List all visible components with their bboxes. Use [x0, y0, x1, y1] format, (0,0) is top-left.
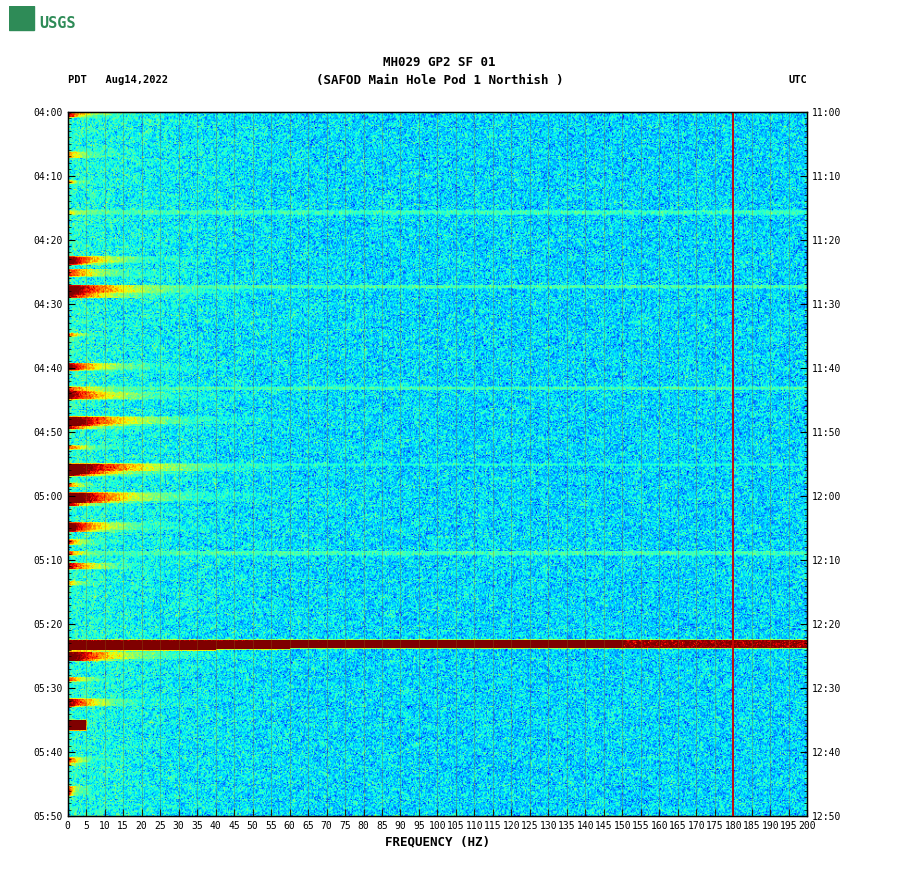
X-axis label: FREQUENCY (HZ): FREQUENCY (HZ) [385, 835, 490, 848]
Text: MH029 GP2 SF 01: MH029 GP2 SF 01 [383, 56, 495, 69]
Text: USGS: USGS [40, 16, 76, 30]
Text: (SAFOD Main Hole Pod 1 Northish ): (SAFOD Main Hole Pod 1 Northish ) [316, 74, 563, 87]
Bar [9, 6, 34, 30]
Text: PDT   Aug14,2022: PDT Aug14,2022 [68, 75, 168, 86]
Text: UTC: UTC [788, 75, 807, 86]
